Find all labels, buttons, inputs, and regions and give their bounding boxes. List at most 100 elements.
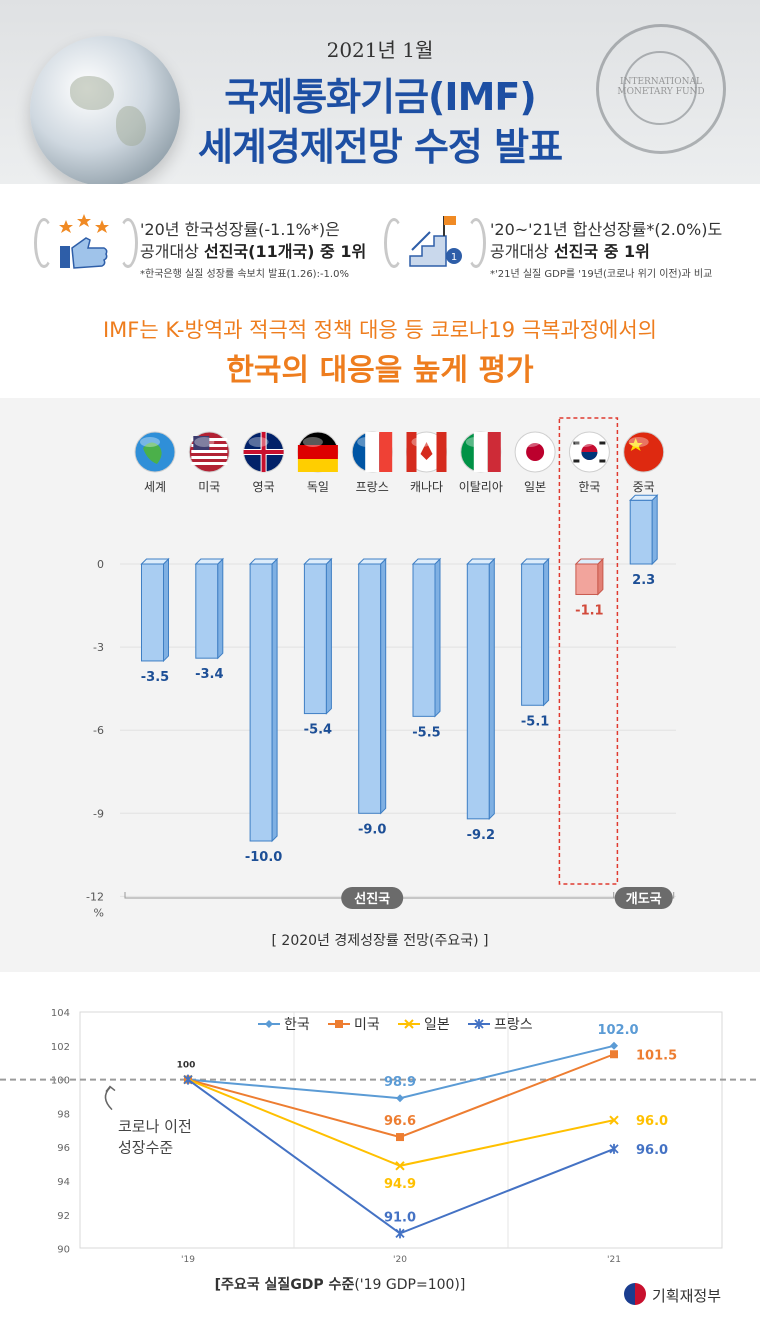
series-marker (609, 1115, 619, 1125)
series-marker (609, 1143, 619, 1154)
canada-flag-icon (406, 431, 447, 473)
bar (140, 557, 170, 663)
bar-chart-caption: [ 2020년 경제성장률 전망(주요국) ] (271, 933, 489, 949)
page-title-line2: 세계경제전망 수정 발표 (197, 125, 563, 169)
bar-value-label: -5.5 (412, 725, 440, 740)
laurel-right-icon (466, 218, 486, 268)
bar (194, 557, 225, 660)
imf-seal-icon: INTERNATIONAL MONETARY FUND (596, 24, 726, 154)
laurel-left-icon (34, 218, 54, 268)
laurel-right-icon (118, 218, 138, 268)
reference-label: 코로나 이전 (118, 1118, 192, 1136)
start-value-label: 100 (177, 1061, 196, 1071)
bar-value-label: -3.4 (195, 667, 223, 682)
country-label: 중국 (633, 480, 655, 494)
bar-value-label: 2.3 (632, 573, 655, 588)
y-tick-label: -9 (93, 807, 104, 820)
series-marker (610, 1050, 618, 1059)
series-line: 98.9 102.0 (184, 1023, 639, 1103)
reference-arrow-icon (104, 1085, 116, 1111)
country-label: 미국 (198, 480, 220, 494)
bar-value-label: -9.2 (467, 828, 495, 843)
series-marker (335, 1020, 343, 1028)
country-label: 독일 (307, 480, 329, 494)
y-unit-label: % (94, 906, 104, 919)
legend-label: 한국 (284, 1017, 310, 1033)
bar (574, 557, 605, 596)
bar (466, 557, 496, 821)
data-label: 94.9 (384, 1177, 416, 1192)
info-line1: '20~'21년 합산성장률*(2.0%)도 (490, 220, 723, 239)
bar-value-label: -1.1 (575, 603, 603, 618)
y-tick-label: 104 (51, 1008, 70, 1019)
laurel-left-icon (384, 218, 404, 268)
info-note: *'21년 실질 GDP를 '19년(코로나 위기 이전)과 비교 (490, 269, 713, 280)
data-label: 102.0 (597, 1023, 638, 1038)
headline-line1: IMF는 K-방역과 적극적 정책 대응 등 코로나19 극복과정에서의 (102, 318, 658, 342)
bar (411, 557, 442, 718)
y-tick-label: 100 (51, 1076, 70, 1087)
country-label: 영국 (253, 480, 275, 494)
group-pill (614, 887, 673, 909)
y-tick-label: 102 (51, 1042, 70, 1053)
series-marker (396, 1133, 404, 1142)
series-line: 91.0 96.0 (183, 1074, 668, 1239)
y-tick-label: 92 (57, 1211, 70, 1222)
korea-flag-icon (568, 431, 610, 473)
info-line2: 공개대상 선진국 중 1위 (490, 242, 650, 261)
svg-text:1: 1 (451, 252, 457, 263)
bar-value-label: -5.4 (304, 723, 332, 738)
line-chart-caption: [주요국 실질GDP 수준('19 GDP=100)] (214, 1277, 466, 1293)
country-label: 일본 (524, 480, 546, 494)
country-label: 캐나다 (410, 480, 443, 494)
series-marker (404, 1019, 414, 1029)
y-tick-label: -12 (86, 890, 104, 903)
data-label: 101.5 (636, 1048, 677, 1063)
country-label: 한국 (578, 480, 600, 494)
data-label: 96.0 (636, 1114, 668, 1129)
bar-value-label: -3.5 (141, 670, 169, 685)
japan-flag-icon (514, 431, 556, 473)
y-tick-label: 96 (57, 1143, 70, 1154)
bar-value-label: -10.0 (245, 850, 282, 865)
data-label: 96.0 (636, 1143, 668, 1158)
legend-label: 미국 (354, 1017, 380, 1033)
bar (248, 557, 279, 843)
country-label: 세계 (144, 480, 166, 494)
series-marker (183, 1074, 193, 1085)
page-title-line1: 국제통화기금(IMF) (224, 75, 536, 119)
info-line2: 공개대상 선진국(11개국) 중 1위 (140, 242, 367, 261)
growth-bar-chart: 0 -3 -6 -9 -12% 세계 미국 영국 독일 프랑스 캐나다 이탈리아 일본 한국 중국 -3.5 -… (86, 417, 676, 919)
y-tick-label: 94 (57, 1177, 70, 1188)
x-tick-label: '20 (393, 1255, 407, 1265)
uk-flag-icon (243, 431, 285, 473)
france-flag-icon (351, 431, 393, 473)
korea-highlight-box (558, 417, 619, 885)
data-label: 91.0 (384, 1210, 416, 1225)
stairs-flag-icon: 1 (409, 216, 462, 267)
legend-item: 일본 (398, 1017, 450, 1033)
reference-label: 성장수준 (118, 1139, 173, 1157)
series-marker (396, 1094, 404, 1103)
data-label: 96.6 (384, 1114, 416, 1129)
ministry-logo (624, 1283, 646, 1305)
y-tick-label: -6 (93, 724, 104, 737)
bar (520, 557, 550, 707)
legend-item: 한국 (258, 1017, 310, 1033)
y-tick-label: 90 (57, 1245, 70, 1256)
y-tick-label: 98 (57, 1109, 70, 1120)
bar-value-label: -5.1 (521, 714, 549, 729)
announcement-date: 2021년 1월 (326, 38, 434, 62)
legend-label: 일본 (424, 1017, 450, 1033)
series-marker (395, 1161, 405, 1171)
x-tick-label: '21 (607, 1255, 621, 1265)
series-marker (265, 1020, 273, 1028)
globe-icon (134, 431, 176, 473)
data-label: 98.9 (384, 1075, 416, 1090)
ministry-name: 기획재정부 (652, 1287, 722, 1305)
legend-label: 프랑스 (494, 1017, 533, 1033)
china-flag-icon (623, 431, 665, 473)
info-note: *한국은행 실질 성장률 속보치 발표(1.26):-1.0% (140, 269, 349, 280)
globe-icon (30, 36, 180, 184)
